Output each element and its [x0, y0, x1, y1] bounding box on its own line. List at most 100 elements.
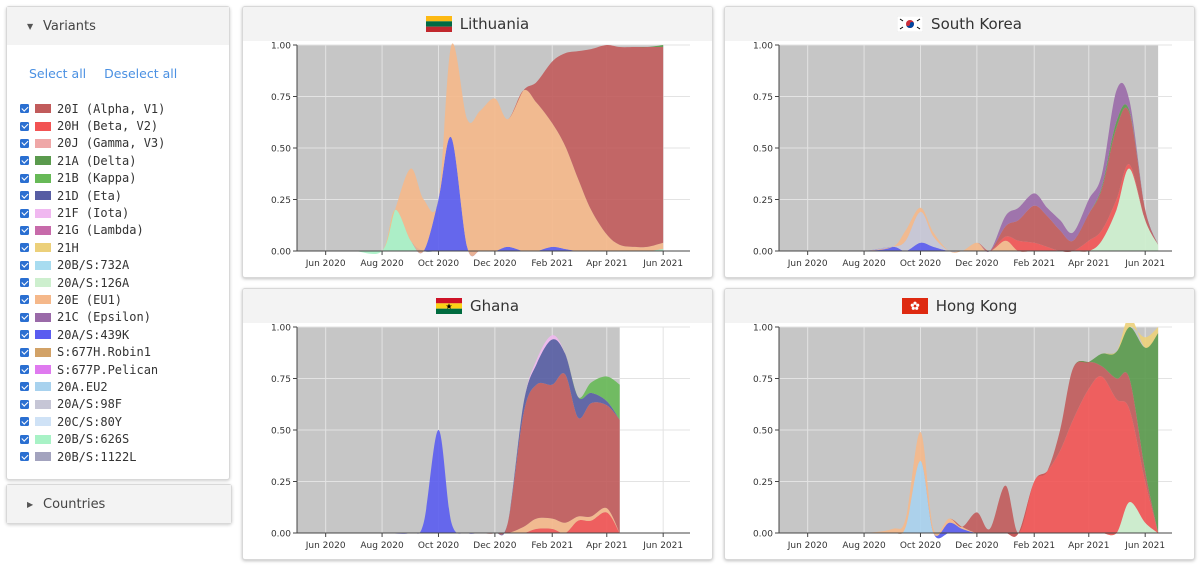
variant-item[interactable]: 20J (Gamma, V3)	[20, 135, 165, 152]
chart-title: Lithuania	[459, 15, 530, 33]
variant-checkbox[interactable]	[20, 225, 29, 235]
stacked-area-chart: 0.00 0.25 0.50 0.75 1.00 Jun 2020 Aug 2020 Oct …	[753, 42, 1172, 269]
variant-checkbox[interactable]	[20, 417, 29, 427]
chart-card-lithuania: Lithuania 0.00 0.25 0.50 0.75 1.00 Jun 2020 Au…	[242, 6, 713, 278]
variant-item[interactable]: S:677P.Pelican	[20, 361, 165, 378]
chart-header: South Korea	[725, 7, 1194, 41]
variant-checkbox[interactable]	[20, 434, 29, 444]
area-series	[779, 323, 1159, 534]
variant-color-swatch	[35, 208, 51, 218]
select-all-link[interactable]: Select all	[29, 66, 87, 81]
area-series	[297, 43, 664, 257]
variant-label: 20B/S:1122L	[57, 449, 137, 464]
x-tick-label: Aug 2020	[842, 259, 886, 269]
variant-checkbox[interactable]	[20, 347, 29, 357]
y-tick-label: 0.00	[271, 530, 291, 540]
variant-checkbox[interactable]	[20, 452, 29, 461]
variant-checkbox[interactable]	[20, 121, 29, 131]
variant-item[interactable]: 20B/S:1122L	[20, 448, 165, 465]
variant-checkbox[interactable]	[20, 365, 29, 375]
variant-checkbox[interactable]	[20, 208, 29, 218]
lithuania-flag-icon	[425, 16, 452, 32]
variant-color-swatch	[35, 365, 51, 375]
countries-header-label: Countries	[43, 496, 106, 512]
area-series	[297, 209, 664, 255]
variant-color-swatch	[35, 434, 51, 444]
variant-item[interactable]: 21B (Kappa)	[20, 170, 165, 187]
variant-label: 21G (Lambda)	[57, 223, 144, 238]
variant-item[interactable]: 20C/S:80Y	[20, 413, 165, 430]
variant-checkbox[interactable]	[20, 156, 29, 166]
chart-header: Ghana	[243, 289, 712, 323]
x-tick-label: Jun 2020	[305, 259, 346, 269]
variant-label: 21H	[57, 240, 79, 255]
x-tick-label: Feb 2021	[1013, 541, 1055, 551]
variant-color-swatch	[35, 191, 51, 201]
deselect-all-link[interactable]: Deselect all	[104, 66, 178, 81]
variant-label: 20B/S:732A	[57, 258, 130, 273]
variant-item[interactable]: S:677H.Robin1	[20, 343, 165, 360]
variant-color-swatch	[35, 452, 51, 461]
variant-checkbox[interactable]	[20, 399, 29, 409]
y-tick-label: 0.25	[753, 196, 773, 206]
variant-item[interactable]: 20H (Beta, V2)	[20, 117, 165, 134]
y-tick-label: 1.00	[271, 42, 291, 52]
variant-item[interactable]: 21C (Epsilon)	[20, 309, 165, 326]
variant-item[interactable]: 20A/S:126A	[20, 274, 165, 291]
variant-color-swatch	[35, 243, 51, 253]
variant-checkbox[interactable]	[20, 295, 29, 305]
variant-item[interactable]: 20B/S:732A	[20, 257, 165, 274]
variant-checkbox[interactable]	[20, 330, 29, 340]
variant-item[interactable]: 20B/S:626S	[20, 430, 165, 447]
variant-checkbox[interactable]	[20, 260, 29, 270]
variant-checkbox[interactable]	[20, 243, 29, 253]
variants-accordion-header[interactable]: ▼ Variants	[7, 7, 229, 45]
variant-item[interactable]: 20I (Alpha, V1)	[20, 100, 165, 117]
y-tick-label: 0.00	[753, 530, 773, 540]
area-series	[779, 501, 1159, 536]
variant-item[interactable]: 21F (Iota)	[20, 204, 165, 221]
x-tick-label: Aug 2020	[360, 541, 404, 551]
hong-kong-flag-icon	[901, 298, 928, 314]
x-tick-label: Jun 2020	[787, 259, 828, 269]
variant-label: 20A/S:98F	[57, 397, 123, 412]
x-tick-label: Oct 2020	[418, 541, 460, 551]
variant-item[interactable]: 21H	[20, 239, 165, 256]
x-tick-label: Aug 2020	[842, 541, 886, 551]
variants-header-label: Variants	[43, 18, 96, 34]
variant-label: 21B (Kappa)	[57, 171, 137, 186]
variant-checkbox[interactable]	[20, 104, 29, 114]
area-series	[297, 512, 620, 534]
variants-panel: ▼ Variants Select all Deselect all 20I (…	[6, 6, 230, 480]
variant-item[interactable]: 20A/S:439K	[20, 326, 165, 343]
variant-item[interactable]: 21G (Lambda)	[20, 222, 165, 239]
variant-item[interactable]: 21D (Eta)	[20, 187, 165, 204]
variant-checkbox[interactable]	[20, 191, 29, 201]
variant-item[interactable]: 20A.EU2	[20, 378, 165, 395]
variant-checkbox[interactable]	[20, 312, 29, 322]
variant-checkbox[interactable]	[20, 173, 29, 183]
caret-right-icon: ▶	[27, 499, 34, 509]
x-tick-label: Apr 2021	[1068, 541, 1109, 551]
area-series	[779, 326, 1159, 534]
variant-checkbox[interactable]	[20, 382, 29, 392]
y-tick-label: 0.50	[271, 145, 291, 155]
variant-color-swatch	[35, 104, 51, 114]
variant-checkbox[interactable]	[20, 278, 29, 288]
x-tick-label: Apr 2021	[586, 259, 627, 269]
x-tick-label: Oct 2020	[418, 259, 460, 269]
area-series	[779, 107, 1159, 253]
stacked-area-chart: 0.00 0.25 0.50 0.75 1.00 Jun 2020 Aug 2020 Oct …	[753, 323, 1172, 551]
variant-item[interactable]: 20E (EU1)	[20, 291, 165, 308]
area-series	[779, 82, 1159, 253]
chart-header: Hong Kong	[725, 289, 1194, 323]
countries-accordion-header[interactable]: ▶ Countries	[7, 485, 231, 523]
variant-color-swatch	[35, 330, 51, 340]
variant-checkbox[interactable]	[20, 138, 29, 148]
y-tick-label: 0.00	[753, 248, 773, 258]
variant-item[interactable]: 20A/S:98F	[20, 396, 165, 413]
variant-item[interactable]: 21A (Delta)	[20, 152, 165, 169]
y-tick-label: 0.25	[271, 196, 291, 206]
variant-color-swatch	[35, 417, 51, 427]
y-tick-label: 0.50	[753, 427, 773, 437]
